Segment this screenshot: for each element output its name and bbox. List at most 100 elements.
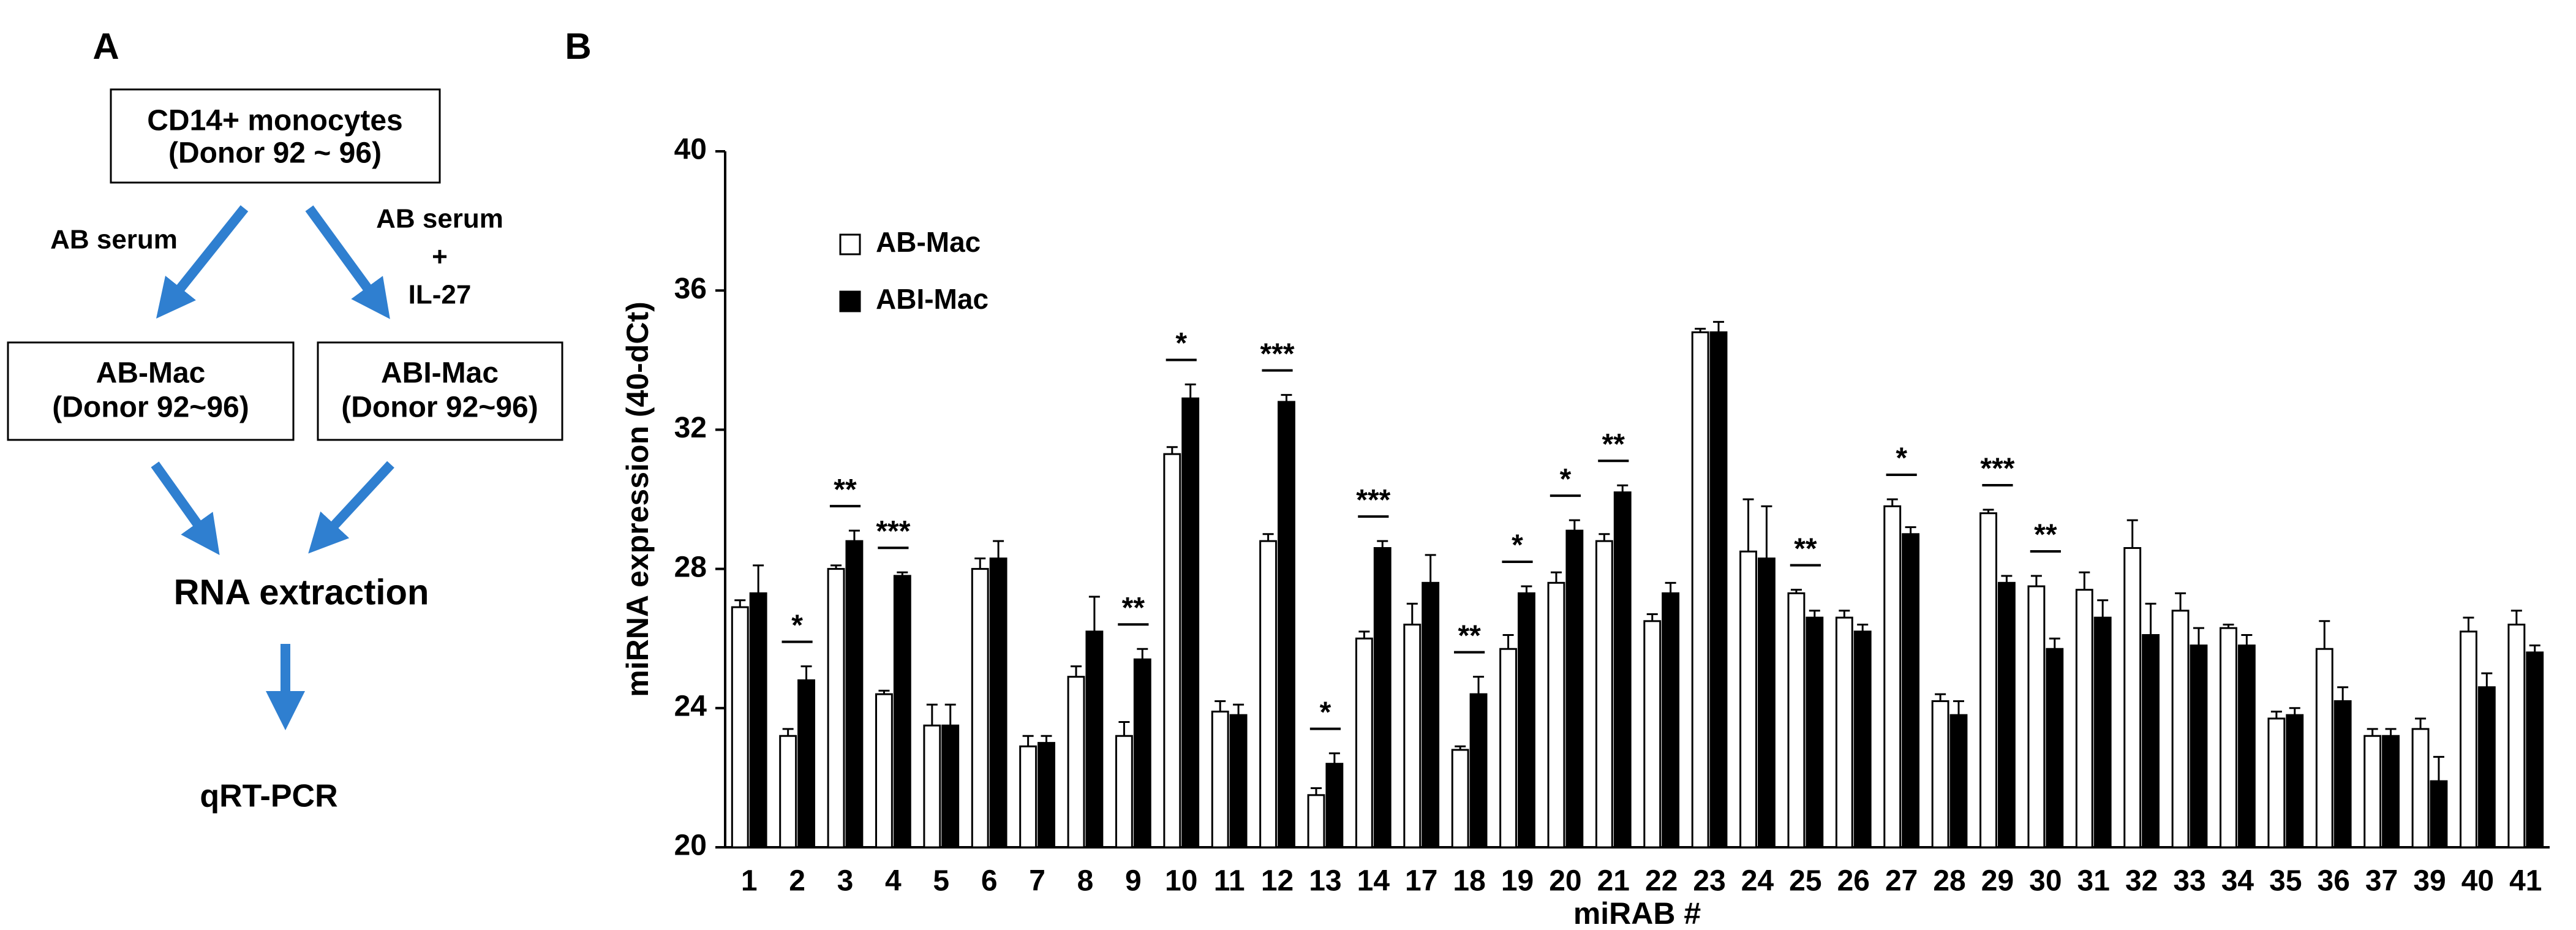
x-tick-label: 8 bbox=[1077, 865, 1094, 898]
bar bbox=[2382, 735, 2400, 849]
x-tick-label: 35 bbox=[2269, 865, 2302, 898]
y-tick-label: 40 bbox=[674, 134, 707, 166]
x-tick-label: 18 bbox=[1453, 865, 1485, 898]
bar bbox=[1565, 529, 1584, 849]
bar bbox=[923, 724, 941, 849]
bar bbox=[2237, 645, 2256, 849]
bar bbox=[1133, 658, 1151, 849]
bar bbox=[1595, 540, 1613, 849]
bar bbox=[797, 679, 815, 849]
bar bbox=[989, 558, 1007, 849]
x-tick-label: 28 bbox=[1933, 865, 1965, 898]
legend-swatch bbox=[839, 290, 861, 312]
y-tick-label: 28 bbox=[674, 551, 707, 583]
y-tick-label: 20 bbox=[674, 830, 707, 862]
significance-label: *** bbox=[1260, 338, 1295, 370]
x-tick-label: 27 bbox=[1885, 865, 1918, 898]
significance-label: * bbox=[791, 609, 803, 641]
bar bbox=[1902, 533, 1920, 849]
bar bbox=[2046, 648, 2064, 849]
x-tick-label: 7 bbox=[1029, 865, 1045, 898]
bar bbox=[2526, 651, 2544, 849]
bar bbox=[2507, 623, 2526, 849]
y-axis-title: miRNA expression (40-dCt) bbox=[620, 301, 655, 697]
x-tick-label: 4 bbox=[885, 865, 902, 898]
significance-label: *** bbox=[1356, 484, 1390, 516]
x-tick-label: 34 bbox=[2221, 865, 2254, 898]
node-box bbox=[317, 341, 563, 441]
x-tick-label: 21 bbox=[1597, 865, 1630, 898]
bar bbox=[1691, 331, 1709, 849]
x-tick-label: 40 bbox=[2461, 865, 2494, 898]
x-tick-label: 41 bbox=[2509, 865, 2542, 898]
y-tick-label: 32 bbox=[674, 412, 707, 444]
x-tick-label: 5 bbox=[933, 865, 949, 898]
bar bbox=[1662, 592, 1680, 849]
x-tick-label: 20 bbox=[1549, 865, 1581, 898]
bar bbox=[1355, 637, 1373, 849]
significance-label: ** bbox=[1794, 532, 1817, 565]
bar bbox=[1931, 700, 1949, 849]
bar bbox=[1883, 505, 1902, 849]
bar bbox=[1403, 623, 1422, 849]
x-tick-label: 17 bbox=[1405, 865, 1437, 898]
bar bbox=[1949, 714, 1968, 849]
x-tick-label: 23 bbox=[1693, 865, 1725, 898]
panel-a: A CD14+ monocytes (Donor 92 ~ 96) AB-Mac… bbox=[7, 26, 563, 814]
significance-label: *** bbox=[1980, 453, 2014, 485]
x-tick-label: 29 bbox=[1981, 865, 2014, 898]
x-tick-label: 32 bbox=[2125, 865, 2158, 898]
bar bbox=[2286, 714, 2304, 849]
x-tick-label: 13 bbox=[1309, 865, 1341, 898]
bar bbox=[2267, 717, 2286, 849]
bar bbox=[2190, 645, 2208, 849]
bar bbox=[875, 693, 893, 849]
node-text: (Donor 92 ~ 96) bbox=[168, 137, 382, 170]
edge-label: AB serum bbox=[50, 225, 178, 255]
edge-label: IL-27 bbox=[409, 280, 472, 310]
x-tick-label: 14 bbox=[1357, 865, 1390, 898]
bar bbox=[731, 606, 749, 849]
x-tick-label: 24 bbox=[1741, 865, 1774, 898]
bar bbox=[827, 568, 845, 849]
significance-label: * bbox=[1320, 696, 1331, 728]
significance-label: *** bbox=[876, 515, 910, 548]
arrow bbox=[308, 461, 394, 554]
bar bbox=[2460, 630, 2477, 849]
y-tick-label: 36 bbox=[674, 273, 707, 305]
node-text: CD14+ monocytes bbox=[147, 105, 403, 137]
significance-label: * bbox=[1175, 327, 1187, 360]
bar bbox=[2315, 648, 2333, 849]
bar bbox=[1806, 616, 1824, 849]
edge-label: + bbox=[432, 242, 448, 272]
bar bbox=[1307, 794, 1325, 849]
significance-label: ** bbox=[1122, 592, 1145, 624]
node-text: (Donor 92~96) bbox=[341, 391, 538, 424]
x-tick-label: 11 bbox=[1214, 865, 1245, 898]
bar bbox=[1038, 742, 1055, 849]
bar bbox=[1709, 331, 1728, 849]
bar bbox=[1613, 491, 1632, 849]
bar bbox=[1229, 714, 1248, 849]
bar bbox=[2123, 547, 2142, 849]
significance-label: ** bbox=[2034, 519, 2057, 551]
x-tick-label: 25 bbox=[1789, 865, 1821, 898]
x-tick-label: 3 bbox=[837, 865, 854, 898]
bar bbox=[1373, 547, 1392, 849]
x-axis-title: miRAB # bbox=[1573, 896, 1701, 930]
bar bbox=[1518, 592, 1535, 849]
x-tick-label: 26 bbox=[1837, 865, 1870, 898]
significance-label: * bbox=[1560, 463, 1572, 496]
bar bbox=[1643, 620, 1662, 849]
node-text: qRT-PCR bbox=[200, 779, 337, 814]
bar bbox=[2363, 735, 2382, 849]
bar bbox=[2171, 610, 2190, 849]
bar bbox=[893, 575, 911, 849]
bar bbox=[2333, 700, 2352, 849]
x-tick-label: 9 bbox=[1125, 865, 1142, 898]
bar bbox=[1259, 540, 1278, 849]
node-box bbox=[7, 341, 295, 441]
bar bbox=[2430, 780, 2448, 849]
x-tick-label: 6 bbox=[981, 865, 998, 898]
